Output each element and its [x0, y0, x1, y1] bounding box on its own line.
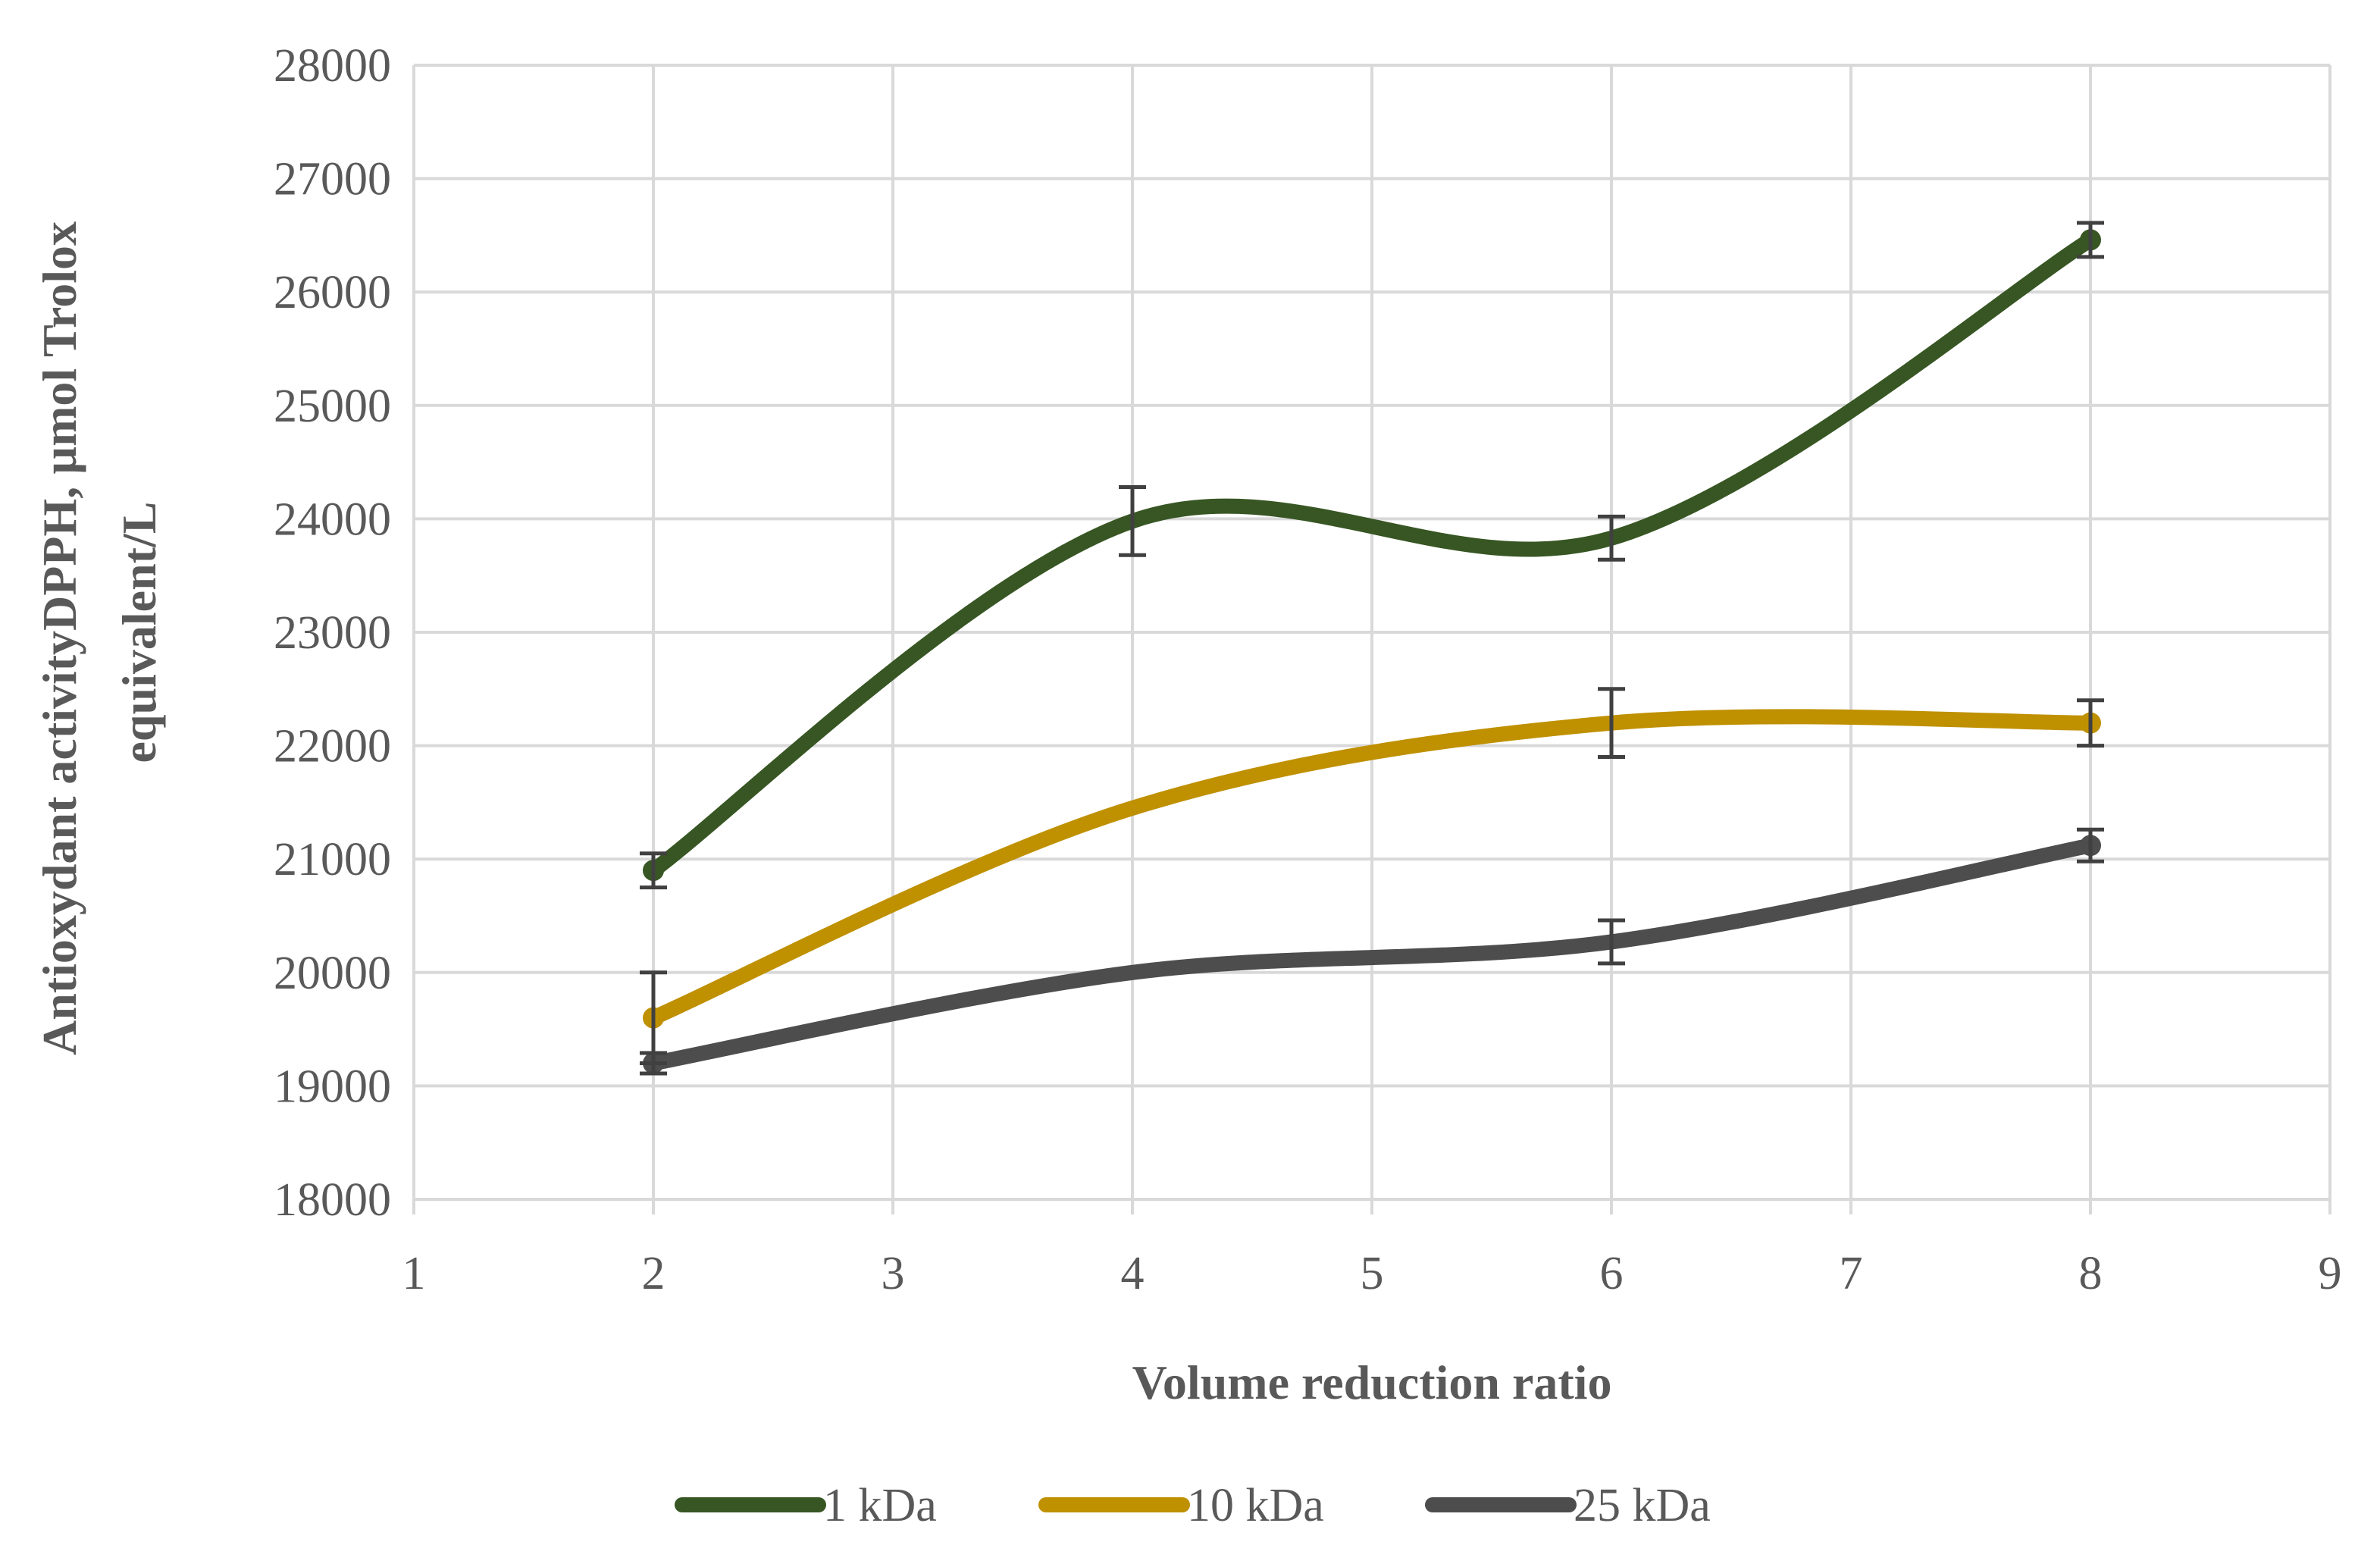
series-line-2 [646, 709, 2098, 1026]
error-bar [2077, 221, 2104, 259]
x-tick-label: 7 [1840, 1248, 1863, 1299]
error-bars [640, 221, 2104, 1076]
x-tick-label: 8 [2079, 1248, 2103, 1299]
legend-label: 10 kDa [1187, 1480, 1324, 1531]
error-bar [640, 851, 667, 890]
gridlines [412, 64, 2331, 1214]
y-tick-label: 28000 [274, 40, 391, 92]
y-tick-label: 22000 [274, 721, 391, 773]
legend-label: 1 kDa [823, 1480, 937, 1531]
y-axis-ticks: 18000 19000 20000 21000 22000 23000 24000 25000… [274, 40, 391, 1226]
error-bar [1598, 918, 1625, 966]
x-tick-label: 5 [1361, 1248, 1384, 1299]
error-bar [2077, 827, 2104, 863]
x-tick-label: 1 [402, 1248, 426, 1299]
error-bar [2077, 698, 2104, 748]
legend-item: 1 kDa [675, 1480, 937, 1531]
error-bar [640, 1051, 667, 1076]
y-axis-title: Antioxydant activityDPPH, µmol Trolox eq… [33, 209, 166, 1055]
x-tick-label: 4 [1121, 1248, 1145, 1299]
legend-item: 10 kDa [1038, 1480, 1324, 1531]
x-tick-label: 6 [1600, 1248, 1624, 1299]
legend-item: 25 kDa [1425, 1480, 1711, 1531]
error-bar [1598, 687, 1625, 760]
y-axis-title-line-1: Antioxydant activityDPPH, µmol Trolox [33, 221, 86, 1055]
error-bar [1598, 514, 1625, 562]
series-line-1 [646, 232, 2098, 879]
y-tick-label: 20000 [274, 948, 391, 999]
y-tick-label: 25000 [274, 381, 391, 432]
x-axis-title: Volume reduction ratio [1132, 1355, 1612, 1409]
y-tick-label: 19000 [274, 1061, 391, 1112]
series-line-3 [646, 838, 2098, 1071]
y-tick-label: 18000 [274, 1174, 391, 1226]
y-tick-label: 21000 [274, 834, 391, 885]
x-tick-label: 2 [642, 1248, 665, 1299]
y-tick-label: 27000 [274, 154, 391, 205]
legend: 1 kDa 10 kDa 25 kDa [675, 1480, 1711, 1531]
y-tick-label: 23000 [274, 607, 391, 659]
y-tick-label: 26000 [274, 267, 391, 318]
x-axis-ticks: 1 2 3 4 5 6 7 8 9 [402, 1248, 2342, 1299]
x-tick-label: 9 [2319, 1248, 2342, 1299]
x-tick-label: 3 [882, 1248, 905, 1299]
error-bar [1119, 485, 1146, 557]
y-axis-title-line-2: equivalent/L [112, 502, 166, 763]
legend-label: 25 kDa [1574, 1480, 1711, 1531]
y-tick-label: 24000 [274, 494, 391, 545]
